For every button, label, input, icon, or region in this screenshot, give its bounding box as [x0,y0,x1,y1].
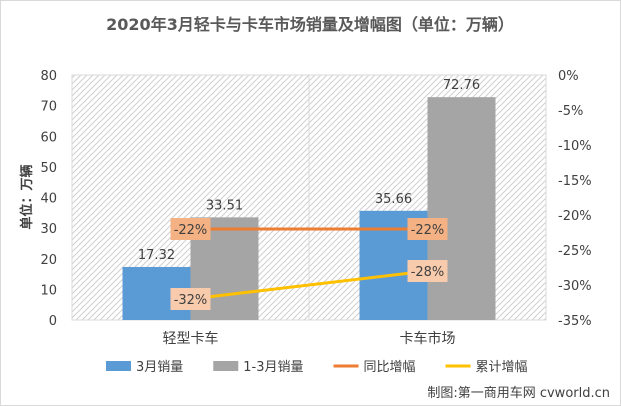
line-label-box [170,288,211,310]
y2-tick-label: -25% [558,244,592,259]
bar-data-label: 72.76 [443,78,480,93]
left-axis-ticks: 0 10 20 30 40 50 60 70 80 [40,69,57,329]
legend-entry: 1-3月销量 [243,360,303,375]
y2-tick-label: -15% [558,174,592,189]
y-tick-label: 80 [40,69,57,84]
y-tick-label: 10 [40,283,57,298]
y-tick-label: 60 [40,130,57,145]
y-tick-label: 30 [40,222,57,237]
line-data-label: -32% [174,293,208,308]
bar-data-label: 35.66 [375,192,412,207]
category-label: 轻型卡车 [163,330,219,347]
series-line [189,269,429,301]
y2-tick-label: 0% [558,69,579,84]
bar [427,97,496,320]
y2-tick-label: -10% [558,139,592,154]
legend: 3月销量 1-3月销量 同比增幅 累计增幅 [106,360,528,375]
y2-tick-label: -20% [558,209,592,224]
line-data-label: -22% [411,223,445,238]
chart-title: 2020年3月轻卡与卡车市场销量及增幅图（单位：万辆） [106,15,514,34]
y-tick-label: 20 [40,253,57,268]
legend-swatch [106,361,131,371]
line-label-box [407,260,448,282]
line-label-box [170,218,211,240]
line-series: -22% -22% -32% -28% [170,218,448,310]
legend-swatch [213,361,239,371]
y2-tick-label: -30% [558,279,592,294]
category-label: 卡车市场 [400,330,456,347]
bar-data-label: 33.51 [206,198,243,213]
line-label-box [407,218,448,240]
line-data-label: -28% [411,265,445,280]
right-axis-ticks: 0% -5% -10% -15% -20% -25% -30% -35% [558,69,592,329]
category-labels: 轻型卡车 卡车市场 [163,330,456,347]
y-axis-label: 单位：万辆 [19,164,35,229]
y-tick-label: 40 [40,192,57,207]
y-tick-label: 70 [40,100,57,115]
line-data-label: -22% [174,223,208,238]
bar-data-label: 17.32 [138,248,175,263]
y-tick-label: 50 [40,161,57,176]
legend-entry: 同比增幅 [364,360,416,375]
y-tick-label: 0 [49,314,57,329]
y2-tick-label: -35% [558,314,592,329]
legend-entry: 3月销量 [136,360,183,375]
legend-entry: 累计增幅 [476,360,528,375]
source-credit: 制图:第一商用车网 cvworld.cn [427,385,610,401]
y2-tick-label: -5% [558,104,583,119]
